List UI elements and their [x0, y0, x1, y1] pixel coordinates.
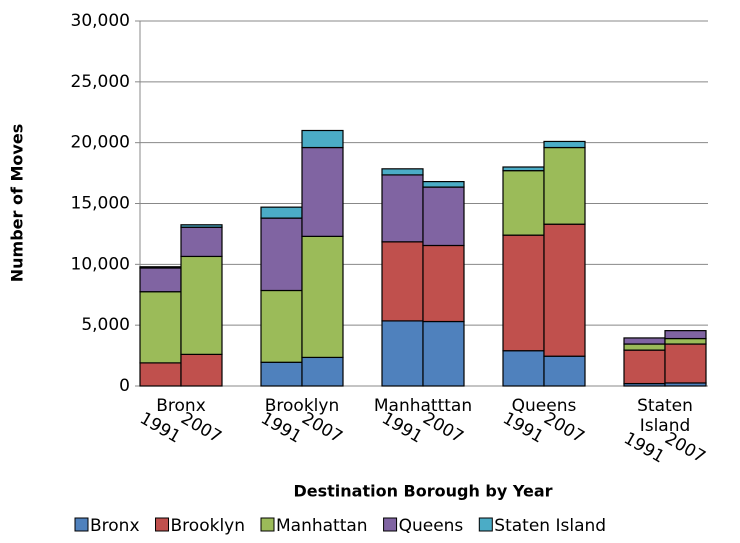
bar-segment	[381, 174, 424, 243]
bar-segment	[543, 355, 586, 387]
y-tick-label: 0	[119, 376, 130, 396]
y-tick-label: 25,000	[71, 72, 130, 92]
bar-segment	[543, 223, 586, 357]
bar-segment	[422, 244, 465, 323]
bar-segment	[260, 206, 303, 219]
bar-segment	[623, 343, 666, 351]
bar-segment	[301, 356, 344, 387]
y-tick-label: 30,000	[71, 11, 130, 31]
bar-segment	[180, 353, 223, 387]
legend-label: Manhattan	[276, 516, 368, 536]
bar-segment	[381, 241, 424, 322]
bar-segment	[139, 267, 182, 293]
bar-segment	[502, 166, 545, 172]
bar-segment	[664, 337, 707, 345]
bar-segment	[502, 234, 545, 352]
bar-segment	[543, 140, 586, 149]
bar-segment	[180, 255, 223, 355]
bar-segment	[260, 289, 303, 363]
bar-segment	[502, 350, 545, 387]
legend-label: Queens	[399, 516, 464, 536]
bar-segment	[422, 320, 465, 387]
bar-segment	[180, 224, 223, 228]
y-tick-label: 5,000	[81, 315, 130, 335]
legend-swatch	[155, 517, 170, 532]
bar-segment	[664, 343, 707, 384]
bar-segment	[381, 168, 424, 176]
group-label: Brooklyn	[265, 396, 339, 416]
bar-segment	[139, 266, 182, 269]
group-label: Bronx	[156, 396, 206, 416]
legend-swatch	[383, 517, 398, 532]
bar-segment	[422, 186, 465, 247]
y-tick-label: 10,000	[71, 254, 130, 274]
legend-label: Staten Island	[494, 516, 606, 536]
bar-segment	[623, 349, 666, 385]
x-axis-title: Destination Borough by Year	[293, 482, 552, 501]
y-tick-label: 15,000	[71, 194, 130, 214]
legend-label: Brooklyn	[171, 516, 245, 536]
bar-segment	[301, 146, 344, 237]
bar-segment	[381, 320, 424, 387]
legend-swatch	[260, 517, 275, 532]
bar-segment	[301, 235, 344, 359]
legend-swatch	[478, 517, 493, 532]
bar-segment	[180, 226, 223, 258]
bar-segment	[664, 330, 707, 340]
bar-segment	[623, 337, 666, 345]
group-label: Manhatttan	[374, 396, 472, 416]
legend-swatch	[74, 517, 89, 532]
bar-segment	[502, 170, 545, 236]
bar-segment	[139, 291, 182, 364]
bar-segment	[543, 146, 586, 225]
bar-segment	[260, 217, 303, 292]
bar-segment	[422, 181, 465, 188]
bar-segment	[260, 361, 303, 387]
bar-segment	[139, 362, 182, 387]
y-axis-title: Number of Moves	[8, 124, 27, 282]
legend-label: Bronx	[90, 516, 140, 536]
y-tick-label: 20,000	[71, 133, 130, 153]
group-label: Staten Island	[637, 396, 693, 436]
bar-segment	[301, 129, 344, 149]
group-label: Queens	[512, 396, 577, 416]
